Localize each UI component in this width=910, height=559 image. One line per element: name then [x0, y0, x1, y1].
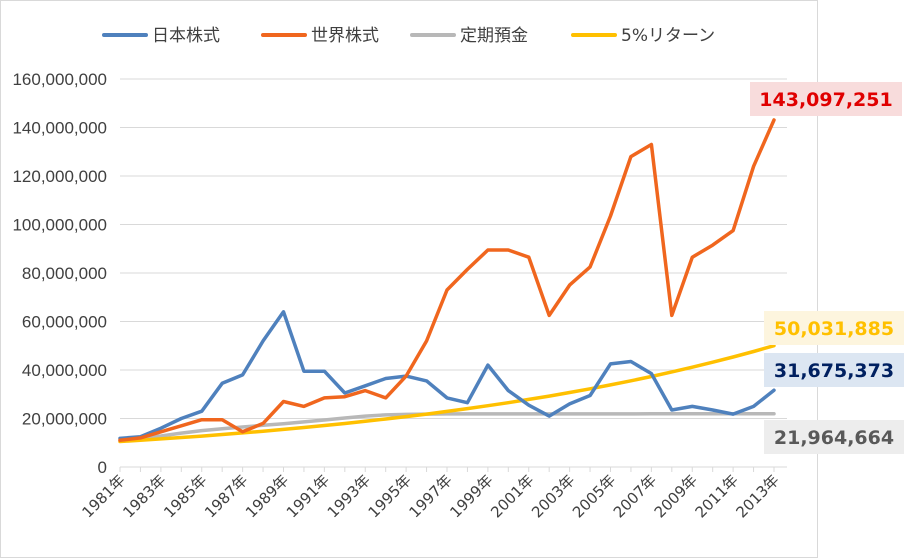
- x-tick-label: 1989年: [242, 471, 292, 521]
- y-tick-label: 100,000,000: [12, 216, 107, 235]
- x-tick-label: 2003年: [528, 471, 578, 521]
- y-tick-label: 160,000,000: [12, 70, 107, 89]
- x-tick-label: 2013年: [732, 471, 782, 521]
- y-tick-label: 0: [98, 458, 107, 477]
- y-tick-label: 20,000,000: [22, 410, 107, 429]
- y-tick-label: 80,000,000: [22, 264, 107, 283]
- legend-label: 5%リターン: [621, 26, 715, 46]
- legend-label: 世界株式: [311, 26, 379, 46]
- y-tick-label: 40,000,000: [22, 361, 107, 380]
- y-tick-label: 140,000,000: [12, 119, 107, 138]
- legend-label: 定期預金: [460, 26, 528, 46]
- x-tick-label: 1991年: [283, 471, 333, 521]
- x-tick-label: 2011年: [692, 471, 742, 521]
- x-tick-label: 2007年: [610, 471, 660, 521]
- end-label-bg: [764, 311, 904, 345]
- end-value-label: 143,097,251: [759, 89, 892, 111]
- y-tick-label: 120,000,000: [12, 167, 107, 186]
- x-tick-label: 1985年: [160, 471, 210, 521]
- series-line-1: [118, 118, 776, 443]
- legend-label: 日本株式: [152, 26, 220, 46]
- end-label-bg: [750, 82, 902, 116]
- x-tick-label: 1995年: [365, 471, 415, 521]
- x-tick-label: 1997年: [405, 471, 455, 521]
- end-value-label: 50,031,885: [774, 318, 894, 340]
- y-tick-label: 60,000,000: [22, 313, 107, 332]
- x-tick-label: 1981年: [78, 471, 128, 521]
- chart-border: [0, 0, 818, 558]
- x-tick-label: 2005年: [569, 471, 619, 521]
- end-value-label: 31,675,373: [774, 360, 894, 382]
- series-line-2: [118, 411, 776, 443]
- end-label-bg: [764, 353, 904, 387]
- x-tick-label: 1993年: [324, 471, 374, 521]
- x-tick-label: 1987年: [201, 471, 251, 521]
- series-line-3: [118, 343, 776, 444]
- x-tick-label: 2001年: [487, 471, 537, 521]
- end-value-label: 21,964,664: [774, 427, 894, 449]
- series-line-0: [118, 310, 776, 441]
- x-tick-label: 2009年: [651, 471, 701, 521]
- x-tick-label: 1983年: [119, 471, 169, 521]
- x-tick-label: 1999年: [446, 471, 496, 521]
- end-label-bg: [764, 420, 904, 454]
